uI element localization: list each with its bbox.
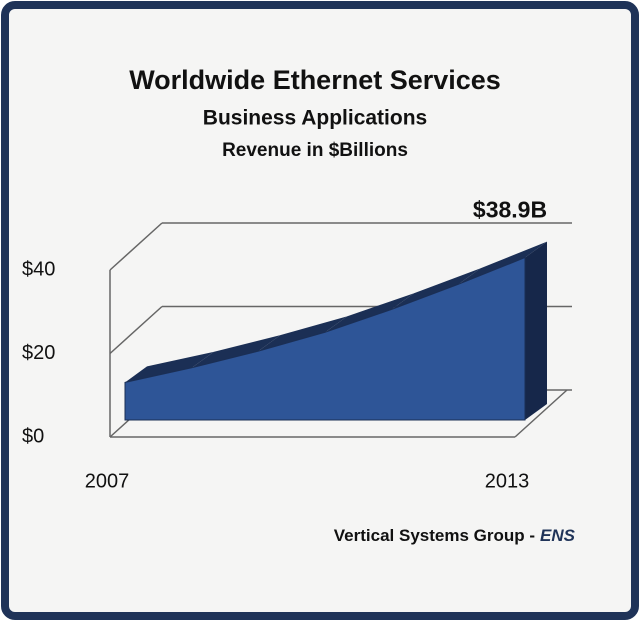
area-top <box>458 241 547 285</box>
axis-line <box>514 389 568 438</box>
value-label: $38.9B <box>473 197 547 223</box>
chart-title: Worldwide Ethernet Services <box>129 65 501 95</box>
area-top <box>391 268 481 310</box>
area-side <box>525 241 547 420</box>
grid-line <box>109 305 163 355</box>
x-tick-label: 2013 <box>485 470 530 492</box>
y-tick-label: $40 <box>22 258 55 280</box>
x-tick-label: 2007 <box>85 470 130 492</box>
source: Vertical Systems Group - ENS <box>334 526 576 545</box>
source-emphasis: ENS <box>540 526 576 545</box>
chart-subtitle: Business Applications <box>203 107 427 130</box>
area <box>124 256 526 421</box>
area-top <box>191 335 281 368</box>
grid-line <box>109 222 163 271</box>
area-top <box>125 351 214 383</box>
source-text: Vertical Systems Group - <box>334 526 535 545</box>
y-tick-label: $0 <box>22 425 44 447</box>
area-top <box>258 316 347 352</box>
area-top <box>325 293 414 333</box>
y-tick-label: $20 <box>22 342 55 364</box>
unit-label: Revenue in $Billions <box>222 140 408 161</box>
